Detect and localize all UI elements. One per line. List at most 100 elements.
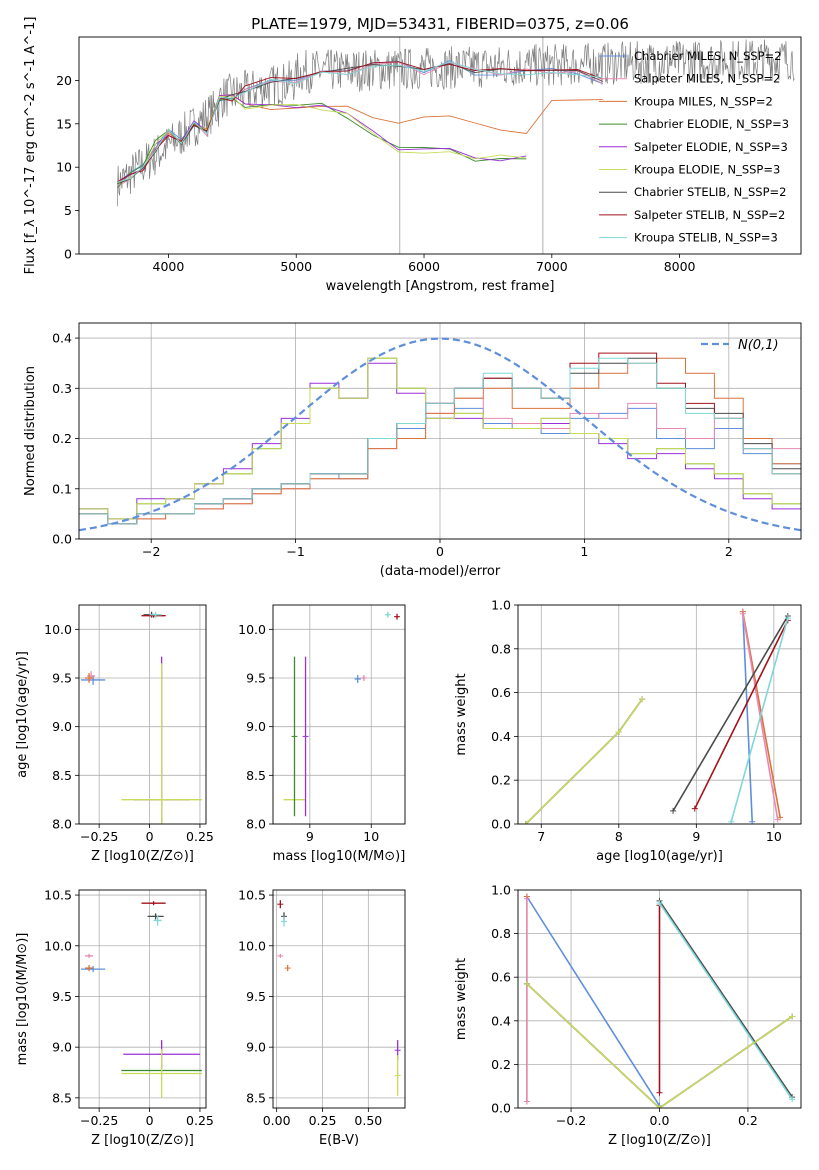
y-tick-label: 9.0 [52,719,72,734]
y-axis-label: mass [log10(M/M⊙)] [15,933,30,1066]
ebv-mass-chart: 0.00 0.25 0.50 8.5 9.0 9.5 10.0 10.5 E(B-V) [238,888,406,1148]
y-tick-label: 9.0 [246,1040,266,1055]
x-tick-label: −1 [286,544,304,559]
data-point [523,980,530,987]
legend-entry: Salpeter ELODIE, N_SSP=3 [634,140,788,154]
y-tick-label: 0.3 [52,381,72,396]
data-point [656,900,663,907]
y-tick-label: 10.0 [44,622,72,637]
x-tick-label: 0 [146,1113,154,1128]
mass-age-chart: 9 10 8.0 8.5 9.0 9.5 10.0 mass [log10(M/M⊙)] [238,604,406,864]
y-tick-label: 5 [64,203,72,218]
x-tick-label: 0.0 [650,1113,670,1128]
x-tick-label: 1 [580,544,588,559]
y-tick-label: 0.2 [491,773,511,788]
x-tick-label: 8 [615,829,623,844]
legend-entry: Salpeter STELIB, N_SSP=2 [634,208,785,222]
x-tick-label: 0.25 [309,1113,337,1128]
data-point [656,1089,663,1096]
data-point [615,729,622,736]
mass-weight-line [525,698,643,824]
y-tick-label: 10.0 [44,938,72,953]
age-massweight-plot-area [522,608,791,824]
z-massweight-chart: −0.2 0.0 0.2 0.0 0.2 0.4 0.6 0.8 1.0 Z [log10(Z/Z… [454,883,802,1148]
z-mass-plot-area [81,901,202,1098]
data-point [784,615,791,622]
y-axis-label: Flux [f_λ 10^-17 erg cm^-2 s^-1 A^-1] [23,17,38,275]
mass-weight-line [658,902,793,1100]
mass-weight-line [526,896,661,1107]
y-tick-label: 1.0 [491,598,511,613]
mass-weight-line [526,983,793,1108]
model-spectrum-line [117,94,603,183]
x-tick-label: 10 [363,829,379,844]
residual-histogram [79,357,801,525]
x-tick-label: −0.25 [80,829,118,844]
x-tick-label: −0.25 [80,1113,118,1128]
z-massweight-plot-area [523,893,796,1108]
legend-entry: Chabrier STELIB, N_SSP=2 [634,185,786,199]
model-spectrum-line [117,61,603,183]
residuals-chart: −2 −1 0 1 2 0.0 0.1 0.2 0.3 0.4 (data-model)/error… [23,322,802,579]
y-tick-label: 8.5 [52,1090,72,1105]
legend-entry: Kroupa MILES, N_SSP=2 [634,94,773,108]
data-point [691,805,698,812]
x-tick-label: 9 [306,829,314,844]
x-tick-label: 0.25 [186,1113,214,1128]
x-tick-label: 0.25 [186,829,214,844]
axes-frame [517,889,802,1109]
y-tick-label: 0.4 [491,729,511,744]
x-axis-label: wavelength [Angstrom, rest frame] [326,279,555,294]
y-tick-label: 15 [56,116,72,131]
y-tick-label: 0.6 [491,685,511,700]
y-tick-label: 8.5 [246,1090,266,1105]
y-tick-label: 10.0 [238,938,266,953]
x-axis-label: Z [log10(Z/Z⊙)] [91,849,194,864]
figure-title: PLATE=1979, MJD=53431, FIBERID=0375, z=0… [251,15,629,33]
data-point [523,1098,530,1105]
z-mass-chart: −0.25 0 0.25 8.5 9.0 9.5 10.0 10.5 Z [log10(Z/Z⊙… [15,888,214,1148]
legend-entry: Salpeter MILES, N_SSP=2 [634,72,780,86]
y-tick-label: 0.2 [491,1057,511,1072]
model-spectrum-line [117,61,604,183]
x-tick-label: 0 [146,829,154,844]
x-tick-label: 8000 [664,259,696,274]
mass-weight-line [730,617,789,823]
x-axis-label: E(B-V) [319,1133,359,1148]
axes-frame [78,36,802,255]
data-point [656,1105,663,1108]
legend-entry: Kroupa ELODIE, N_SSP=3 [634,163,780,177]
model-spectrum-line [116,97,527,188]
y-tick-label: 0.4 [52,331,72,346]
mass-weight-line [658,900,793,1098]
data-point [774,816,781,823]
x-axis-label: mass [log10(M/M⊙)] [273,849,406,864]
mass-weight-line [694,619,789,810]
mass-weight-line [525,698,643,824]
y-tick-label: 10.5 [44,888,72,903]
y-tick-label: 0.0 [491,817,511,832]
axes-frame [272,889,406,1109]
y-tick-label: 10 [56,160,72,175]
y-tick-label: 10.5 [238,888,266,903]
x-tick-label: 5000 [280,259,312,274]
data-point [523,895,530,902]
data-point [739,610,746,617]
axes-frame [272,604,406,825]
y-tick-label: 0.2 [52,431,72,446]
y-tick-label: 9.5 [246,671,266,686]
legend-entry: Chabrier ELODIE, N_SSP=3 [634,117,789,131]
spectrum-chart: 4000 5000 6000 7000 8000 0 5 10 15 20 wavelength [… [23,17,802,294]
y-tick-label: 9.0 [52,1040,72,1055]
y-tick-label: 0.8 [491,641,511,656]
axes-frame [78,322,802,540]
x-tick-label: −2 [142,544,160,559]
model-spectrum-line [117,94,527,184]
observed-spectrum-line [116,39,795,207]
y-tick-label: 8.5 [246,768,266,783]
x-tick-label: 9 [692,829,700,844]
axes-frame [78,889,207,1109]
data-point [670,807,677,814]
y-axis-label: mass weight [454,673,469,755]
